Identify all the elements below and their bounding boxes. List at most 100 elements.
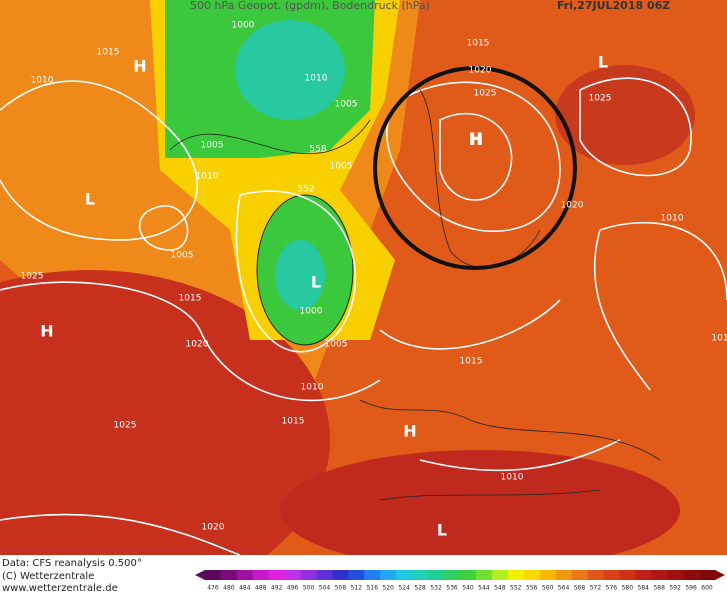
scale-swatch (619, 570, 636, 580)
scale-swatch (300, 570, 317, 580)
scale-swatch (460, 570, 477, 580)
pressure-center: H (40, 322, 53, 341)
scale-swatch (268, 570, 285, 580)
scale-swatch (635, 570, 652, 580)
scale-swatch (236, 570, 254, 580)
scale-label: 580 (622, 585, 634, 592)
isobar (439, 112, 513, 201)
scale-label: 536 (446, 585, 458, 592)
isobar-label: 1020 (469, 66, 492, 76)
isobar-label: 1005 (171, 251, 194, 261)
scale-swatch (699, 570, 716, 580)
scale-swatch (571, 570, 588, 580)
isobar-label: 1015 (97, 48, 120, 58)
isobar-label: 1010 (661, 214, 684, 224)
isobar-label: 1020 (186, 340, 209, 350)
cyan-field (235, 20, 345, 120)
pressure-center: H (403, 422, 416, 441)
scale-label: 496 (287, 585, 299, 592)
isobar-label: 1025 (114, 421, 137, 431)
scale-swatch (332, 570, 349, 580)
isobar-label: 1010 (301, 383, 324, 393)
scale-swatch (475, 570, 493, 580)
scale-label: 500 (303, 585, 315, 592)
scale-swatch (651, 570, 668, 580)
scale-swatch (683, 570, 700, 580)
scale-label: 508 (335, 585, 347, 592)
scale-label: 552 (510, 585, 522, 592)
isobar-label: 1005 (201, 141, 224, 151)
scale-label: 532 (430, 585, 442, 592)
isobar-label: 1005 (330, 162, 353, 172)
scale-label: 480 (223, 585, 235, 592)
scale-label: 484 (239, 585, 251, 592)
scale-swatch (667, 570, 684, 580)
scale-swatch (316, 570, 333, 580)
isobar (593, 221, 727, 391)
scale-label: 548 (494, 585, 506, 592)
scale-swatch (428, 570, 445, 580)
scale-swatch (284, 570, 301, 580)
scale-arrow-left (195, 570, 205, 580)
scale-label: 516 (367, 585, 379, 592)
isobar-label: 1000 (300, 307, 323, 317)
scale-label: 556 (526, 585, 538, 592)
isobar (0, 513, 241, 556)
scale-label: 600 (701, 585, 713, 592)
pressure-center: L (85, 190, 95, 209)
red-field (0, 270, 330, 593)
scale-swatch (348, 570, 365, 580)
isobar-label: 1015 (282, 417, 305, 427)
isobar-label: 1020 (202, 523, 225, 533)
scale-label: 560 (542, 585, 554, 592)
scale-label: 520 (383, 585, 395, 592)
pressure-center: H (133, 57, 146, 76)
isobar (235, 190, 357, 353)
scale-swatch (539, 570, 556, 580)
scale-swatch (587, 570, 604, 580)
isobar-label: 558 (309, 145, 326, 155)
scale-swatch (220, 570, 238, 580)
scale-label: 512 (351, 585, 363, 592)
isobar-label: 552 (297, 185, 314, 195)
scale-label: 576 (606, 585, 618, 592)
isobar-label: 1000 (232, 21, 255, 31)
scale-swatch (412, 570, 429, 580)
scale-swatch (523, 570, 540, 580)
website: www.wetterzentrale.de (2, 583, 118, 593)
scale-swatch (444, 570, 461, 580)
isobar-label: 1010 (31, 76, 54, 86)
isobar-label: 1005 (335, 100, 358, 110)
isobar (379, 299, 621, 472)
isobar-label: 1015 (467, 39, 490, 49)
highlight-circle (373, 66, 577, 270)
isobar-label: 1005 (325, 340, 348, 350)
scale-swatch (252, 570, 270, 580)
scale-label: 524 (398, 585, 410, 592)
scale-swatch (205, 570, 222, 580)
scale-swatch (364, 570, 381, 580)
scale-swatch (507, 570, 525, 580)
scale-label: 592 (669, 585, 681, 592)
scale-label: 568 (574, 585, 586, 592)
copyright: (C) Wetterzentrale (2, 571, 94, 582)
pressure-center: L (437, 521, 447, 540)
scale-label: 476 (207, 585, 219, 592)
scale-label: 544 (478, 585, 490, 592)
isobar-label: 1020 (561, 201, 584, 211)
coastline (169, 89, 661, 501)
red-field (280, 450, 680, 570)
isobar (0, 80, 198, 241)
scale-label: 572 (590, 585, 602, 592)
scale-label: 488 (255, 585, 267, 592)
cyan-field (275, 240, 325, 310)
red-field (555, 65, 695, 165)
data-source: Data: CFS reanalysis 0.500° (2, 558, 142, 569)
isobar-label: 1025 (21, 272, 44, 282)
pressure-center: L (598, 53, 608, 72)
isobar-label: 1025 (474, 89, 497, 99)
pressure-center: L (311, 273, 321, 292)
scale-label: 540 (462, 585, 474, 592)
